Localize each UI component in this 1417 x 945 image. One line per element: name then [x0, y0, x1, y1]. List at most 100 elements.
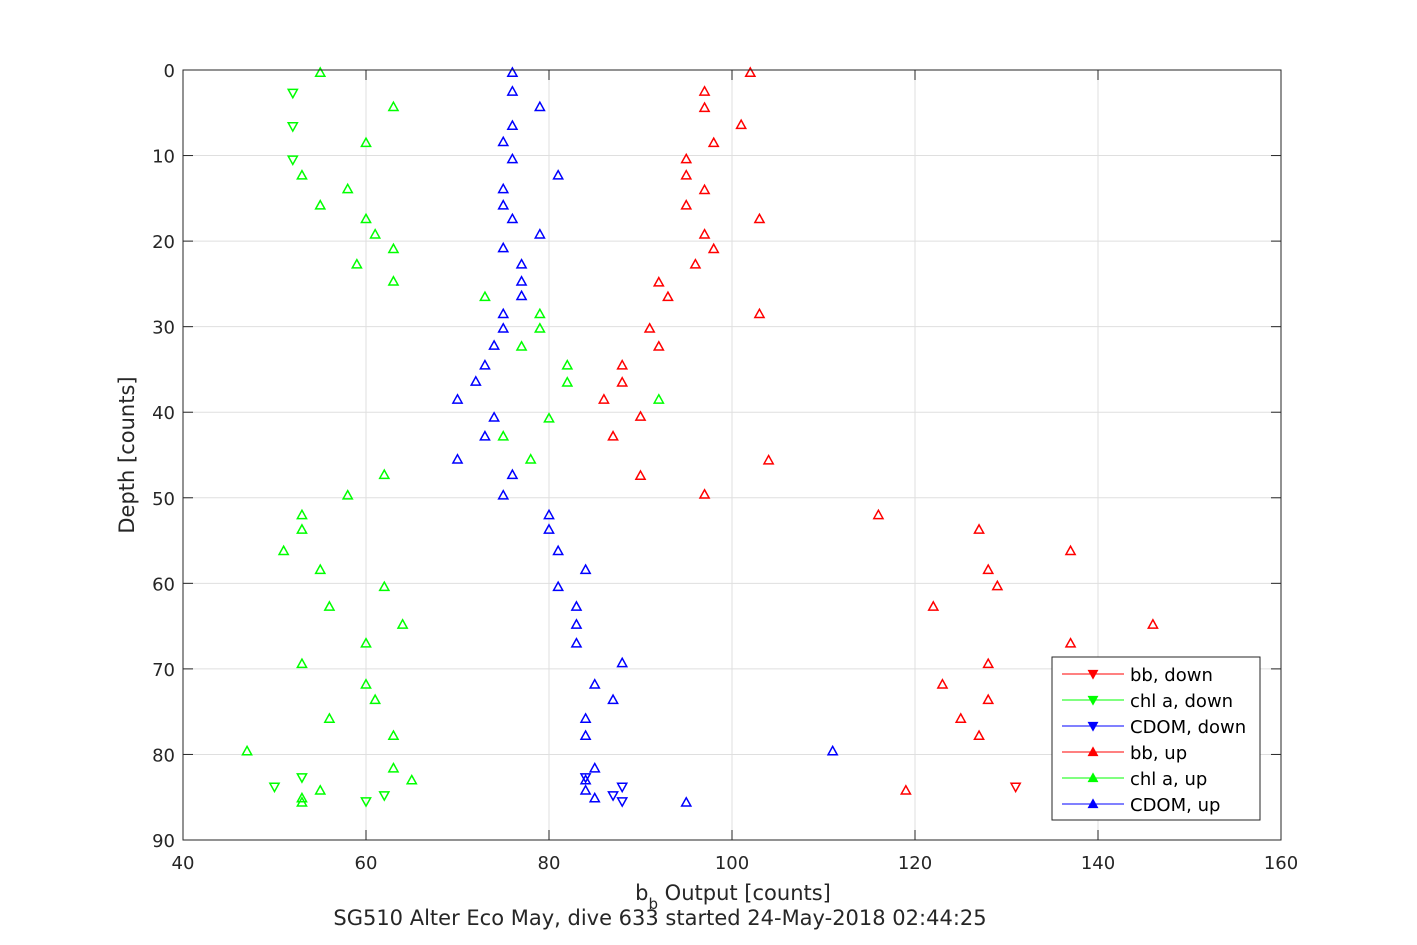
- legend-marker: [1087, 746, 1099, 757]
- data-point: [296, 508, 308, 520]
- data-point: [387, 242, 400, 254]
- data-point: [497, 199, 510, 210]
- data-point: [634, 410, 647, 421]
- data-point: [698, 101, 711, 113]
- data-point: [533, 228, 546, 239]
- data-point: [314, 66, 327, 77]
- legend-label: bb, up: [1130, 743, 1187, 764]
- series-chl-a-down: [268, 88, 391, 808]
- data-point: [616, 359, 629, 370]
- x-tick-label: 60: [355, 853, 378, 874]
- data-point: [982, 563, 995, 575]
- data-point: [579, 773, 592, 784]
- data-point: [652, 393, 665, 404]
- data-point: [479, 430, 491, 441]
- data-point: [497, 182, 510, 194]
- y-tick-label: 60: [152, 574, 175, 595]
- data-point: [479, 290, 491, 302]
- data-point: [360, 136, 372, 148]
- data-point: [296, 169, 308, 180]
- data-point: [314, 563, 327, 575]
- data-point: [607, 791, 619, 802]
- series-cdom-up: [451, 66, 839, 807]
- data-point: [506, 212, 519, 224]
- data-point: [579, 563, 592, 575]
- data-point: [735, 118, 748, 130]
- data-point: [936, 678, 949, 689]
- legend: bb, down chl a, down CDOM, down bb, up chl a…: [1051, 656, 1261, 821]
- data-point: [680, 169, 693, 180]
- data-point: [323, 600, 336, 611]
- data-point: [698, 85, 711, 96]
- data-point: [552, 580, 565, 592]
- data-point: [360, 797, 372, 808]
- data-point: [360, 678, 372, 689]
- data-point: [369, 693, 382, 705]
- data-point: [579, 773, 592, 785]
- x-tick-label: 100: [715, 853, 749, 874]
- y-tick-labels: 0 10 20 30 40 50 60 70 80 90: [152, 61, 175, 852]
- data-point: [899, 784, 912, 795]
- data-point: [753, 307, 766, 319]
- data-point: [570, 600, 583, 611]
- y-tick-label: 90: [152, 831, 175, 852]
- data-point: [497, 135, 510, 147]
- data-point: [982, 693, 995, 705]
- data-point: [277, 544, 290, 556]
- data-point: [451, 453, 464, 464]
- data-point: [707, 136, 720, 148]
- legend-marker: [1087, 798, 1099, 809]
- legend-entry: chl a, down: [1062, 691, 1233, 712]
- data-point: [561, 376, 574, 387]
- data-point: [579, 729, 592, 741]
- data-point: [643, 322, 656, 333]
- data-point: [543, 412, 555, 423]
- data-point: [350, 258, 363, 269]
- data-point: [533, 100, 546, 112]
- data-point: [378, 580, 391, 592]
- data-point: [286, 122, 299, 133]
- legend-marker: [1087, 772, 1099, 783]
- data-point: [634, 469, 647, 480]
- data-point: [1064, 544, 1077, 556]
- data-point: [497, 430, 510, 441]
- data-point: [561, 359, 574, 370]
- data-point: [607, 693, 619, 705]
- x-tick-label: 80: [538, 853, 561, 874]
- data-point: [506, 85, 519, 96]
- data-point: [506, 119, 519, 131]
- legend-label: CDOM, up: [1130, 795, 1220, 816]
- data-point: [579, 712, 592, 723]
- y-tick-label: 50: [152, 489, 175, 510]
- data-point: [662, 290, 674, 302]
- data-point: [616, 376, 629, 387]
- data-point: [515, 275, 528, 286]
- chart-subtitle: SG510 Alter Eco May, dive 633 started 24…: [333, 906, 986, 930]
- data-point: [698, 183, 711, 195]
- data-point: [497, 241, 510, 253]
- data-point: [515, 340, 528, 351]
- data-point: [533, 322, 546, 333]
- data-point: [570, 637, 583, 648]
- data-point: [954, 712, 967, 723]
- data-point: [973, 523, 985, 534]
- data-point: [241, 744, 253, 756]
- data-point: [378, 791, 391, 802]
- legend-entry: CDOM, down: [1062, 717, 1246, 738]
- data-point: [652, 340, 665, 351]
- data-point: [515, 258, 528, 269]
- data-point: [268, 782, 281, 794]
- legend-label: chl a, down: [1130, 691, 1233, 712]
- data-point: [497, 322, 510, 333]
- series-chl-a-up: [241, 66, 665, 807]
- data-point: [387, 729, 400, 741]
- legend-entry: chl a, up: [1062, 769, 1207, 790]
- data-point: [616, 797, 629, 808]
- data-point: [387, 100, 400, 112]
- data-point: [479, 359, 491, 370]
- data-point: [323, 712, 336, 723]
- data-point: [588, 678, 601, 689]
- data-point: [579, 784, 592, 795]
- data-point: [497, 489, 510, 500]
